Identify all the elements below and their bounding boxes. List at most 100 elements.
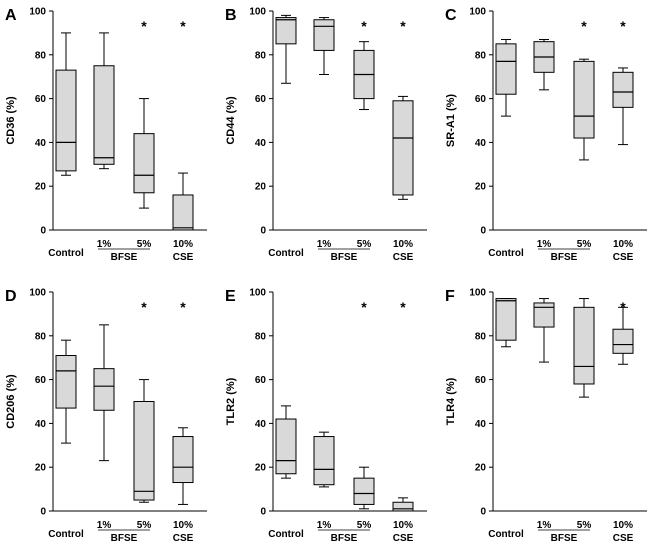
y-tick-label: 0 bbox=[40, 507, 46, 518]
iqr-box bbox=[353, 477, 375, 505]
iqr-box bbox=[392, 100, 414, 196]
y-axis-label: TLR2 (%) bbox=[225, 377, 237, 425]
box-3: * bbox=[353, 299, 375, 510]
y-tick-label: 100 bbox=[29, 288, 46, 299]
iqr-box bbox=[392, 501, 414, 512]
y-tick-label: 80 bbox=[35, 50, 47, 61]
y-tick-label: 40 bbox=[35, 138, 47, 149]
group-label-cse: CSE bbox=[173, 533, 194, 544]
significance-star: * bbox=[581, 18, 587, 34]
box-1 bbox=[495, 298, 517, 348]
x-category-label: 1% bbox=[97, 239, 112, 250]
x-category-label: 1% bbox=[97, 520, 112, 531]
iqr-box bbox=[133, 133, 155, 194]
group-label-bfse: BFSE bbox=[551, 533, 578, 544]
y-tick-label: 100 bbox=[469, 288, 486, 299]
x-category-label: 1% bbox=[537, 520, 552, 531]
group-label-cse: CSE bbox=[613, 252, 634, 263]
panel-e: E TLR2 (%) 0 20 40 60 80 100 * * Control 1% 5% 10% BFS… bbox=[225, 288, 427, 544]
iqr-box bbox=[275, 418, 297, 475]
y-axis-label: SR-A1 (%) bbox=[445, 94, 457, 148]
y-tick-label: 20 bbox=[475, 182, 487, 193]
x-category-label: 10% bbox=[393, 239, 413, 250]
panel-letter: A bbox=[5, 7, 17, 24]
iqr-box bbox=[573, 60, 595, 139]
box-4: * bbox=[392, 18, 414, 200]
box-2 bbox=[313, 431, 335, 488]
y-axis-label: CD36 (%) bbox=[5, 96, 17, 145]
y-axis-label: CD206 (%) bbox=[5, 374, 17, 429]
x-category-label: Control bbox=[268, 248, 304, 259]
x-category-label: Control bbox=[48, 529, 84, 540]
y-tick-label: 60 bbox=[255, 375, 267, 386]
x-category-label: 1% bbox=[317, 520, 332, 531]
group-label-bfse: BFSE bbox=[111, 252, 138, 263]
x-category-label: Control bbox=[48, 248, 84, 259]
x-category-label: 1% bbox=[317, 239, 332, 250]
group-label-bfse: BFSE bbox=[331, 252, 358, 263]
y-tick-label: 0 bbox=[480, 226, 486, 237]
y-tick-label: 40 bbox=[475, 138, 487, 149]
y-tick-label: 60 bbox=[255, 94, 267, 105]
group-label-cse: CSE bbox=[393, 533, 414, 544]
y-tick-label: 0 bbox=[40, 226, 46, 237]
panel-d: D CD206 (%) 0 20 40 60 80 100 * * Control 1% 5% 10% BF… bbox=[5, 288, 207, 544]
iqr-box bbox=[313, 436, 335, 486]
iqr-box bbox=[275, 17, 297, 45]
box-4: * bbox=[392, 299, 414, 512]
x-category-label: 1% bbox=[537, 239, 552, 250]
group-label-bfse: BFSE bbox=[111, 533, 138, 544]
group-label-bfse: BFSE bbox=[551, 252, 578, 263]
box-1 bbox=[55, 339, 77, 444]
panel-a: A CD36 (%) 0 20 40 60 80 100 * * Control 1% 5% 10% BFS… bbox=[5, 7, 207, 263]
x-category-label: Control bbox=[488, 529, 524, 540]
x-category-label: 10% bbox=[613, 520, 633, 531]
significance-star: * bbox=[620, 299, 626, 315]
x-category-label: 10% bbox=[173, 239, 193, 250]
box-2 bbox=[313, 17, 335, 76]
box-1 bbox=[275, 14, 297, 84]
box-2 bbox=[533, 298, 555, 363]
box-2 bbox=[533, 38, 555, 91]
y-tick-label: 0 bbox=[260, 507, 266, 518]
box-4: * bbox=[612, 18, 634, 146]
panel-f: F TLR4 (%) 0 20 40 60 80 100 * Control 1% 5% 10% BFSE… bbox=[445, 288, 647, 544]
box-1 bbox=[55, 32, 77, 176]
significance-star: * bbox=[620, 18, 626, 34]
y-tick-label: 20 bbox=[255, 182, 267, 193]
iqr-box bbox=[533, 302, 555, 328]
y-axis-label: TLR4 (%) bbox=[445, 377, 457, 425]
y-tick-label: 80 bbox=[255, 50, 267, 61]
iqr-box bbox=[55, 355, 77, 409]
y-tick-label: 20 bbox=[255, 463, 267, 474]
iqr-box bbox=[55, 69, 77, 172]
significance-star: * bbox=[141, 18, 147, 34]
y-tick-label: 60 bbox=[475, 375, 487, 386]
iqr-box bbox=[93, 368, 115, 411]
y-tick-label: 80 bbox=[35, 331, 47, 342]
y-tick-label: 80 bbox=[255, 331, 267, 342]
y-tick-label: 40 bbox=[35, 419, 47, 430]
significance-star: * bbox=[400, 299, 406, 315]
iqr-box bbox=[172, 436, 194, 484]
group-label-cse: CSE bbox=[613, 533, 634, 544]
box-3: * bbox=[573, 18, 595, 161]
group-label-cse: CSE bbox=[393, 252, 414, 263]
significance-star: * bbox=[400, 18, 406, 34]
x-category-label: 5% bbox=[137, 239, 152, 250]
x-category-label: 10% bbox=[173, 520, 193, 531]
panel-letter: F bbox=[445, 288, 455, 305]
y-tick-label: 40 bbox=[255, 138, 267, 149]
y-tick-label: 100 bbox=[29, 7, 46, 18]
significance-star: * bbox=[141, 299, 147, 315]
iqr-box bbox=[495, 43, 517, 95]
box-3 bbox=[573, 298, 595, 398]
panel-letter: C bbox=[445, 7, 457, 24]
y-axis-label: CD44 (%) bbox=[225, 96, 237, 145]
box-2 bbox=[93, 324, 115, 462]
x-category-label: 10% bbox=[393, 520, 413, 531]
significance-star: * bbox=[180, 18, 186, 34]
significance-star: * bbox=[180, 299, 186, 315]
box-3: * bbox=[133, 299, 155, 503]
